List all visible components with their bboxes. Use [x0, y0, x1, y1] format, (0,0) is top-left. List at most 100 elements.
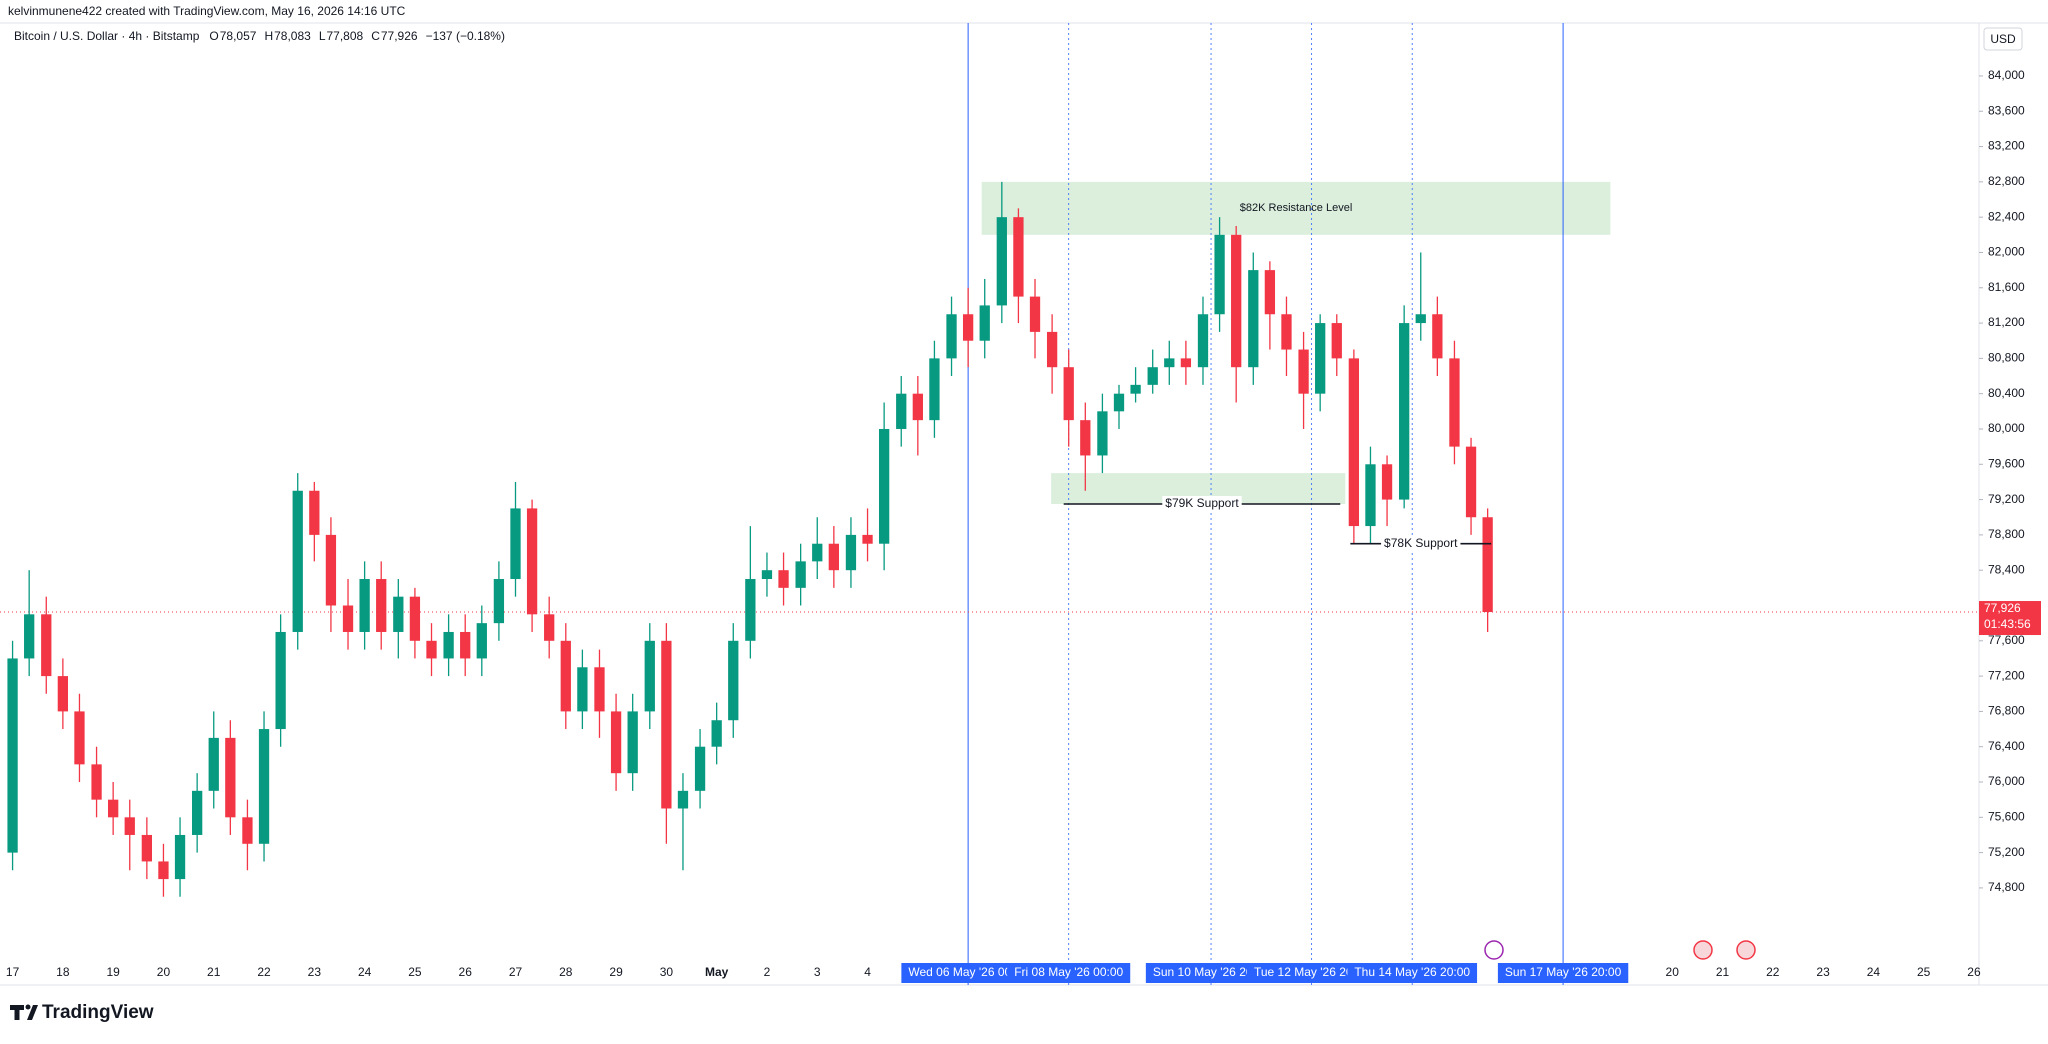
candle-body	[1113, 393, 1125, 412]
candle-body	[962, 314, 974, 341]
candle-body	[1331, 323, 1342, 359]
date-badge: Wed 06 May '26 00:00	[901, 963, 1035, 983]
candle-body	[24, 614, 35, 659]
candle-body	[896, 393, 907, 429]
y-tick-label: 80,400	[1988, 386, 2025, 400]
caption: kelvinmunene422 created with TradingView…	[8, 4, 406, 18]
logo-mark	[10, 1005, 38, 1020]
x-tick-label: 26	[459, 965, 473, 979]
x-tick-label: 19	[106, 965, 120, 979]
candle-body	[1348, 358, 1360, 527]
candle-body	[1046, 331, 1058, 368]
brand: TradingView	[42, 1002, 154, 1023]
last-price-badge	[1979, 601, 2041, 636]
candle-body	[1298, 349, 1309, 394]
date-badge-label: Fri 08 May '26 00:00	[1014, 965, 1123, 979]
y-tick-label: 79,600	[1988, 456, 2025, 470]
candle-body	[610, 711, 622, 774]
candle-body	[141, 834, 152, 862]
candle-body	[208, 737, 219, 791]
candle-body	[1231, 234, 1242, 368]
x-tick-label: 30	[660, 965, 674, 979]
countdown-label: 01:43:56	[1984, 617, 2031, 631]
date-badge-label: Wed 06 May '26 00:00	[908, 965, 1028, 979]
candle-body	[493, 579, 505, 624]
candle-body	[1449, 358, 1460, 447]
candle-body	[1415, 314, 1426, 324]
event-icon[interactable]	[1484, 940, 1504, 960]
ohlc-value: 78,083	[274, 29, 311, 43]
candle-body	[526, 508, 538, 615]
candle-body	[1029, 296, 1041, 332]
x-tick-label: 26	[1967, 965, 1981, 979]
date-badge: Tue 12 May '26 20:00	[1246, 963, 1377, 983]
candle-body	[108, 799, 119, 818]
candle-body	[778, 570, 789, 588]
currency-box[interactable]	[1983, 27, 2023, 51]
candle-body	[393, 596, 404, 632]
date-badge-bg	[1145, 963, 1277, 983]
x-tick-label: 27	[509, 965, 523, 979]
candle-body	[661, 640, 672, 809]
x-tick-label: 23	[1816, 965, 1830, 979]
candle-body	[644, 640, 655, 712]
y-tick-label: 82,000	[1988, 245, 2025, 259]
candle-body	[862, 534, 873, 544]
y-tick-label: 75,200	[1988, 845, 2025, 859]
y-tick-label: 76,400	[1988, 739, 2025, 753]
candle-body	[1365, 464, 1376, 527]
x-tick-label: 20	[157, 965, 171, 979]
ohlc-key: H	[264, 29, 273, 43]
candle-body	[409, 596, 421, 641]
candle-body	[1264, 270, 1276, 315]
candle-body	[91, 764, 102, 800]
x-tick-label: 21	[207, 965, 221, 979]
date-badge-label: Thu 14 May '26 20:00	[1354, 965, 1470, 979]
ohlc-key: O	[209, 29, 218, 43]
candle-body	[1097, 411, 1108, 456]
x-tick-label: 29	[609, 965, 623, 979]
candle-body	[677, 790, 689, 809]
y-tick-label: 81,200	[1988, 315, 2025, 329]
ohlc-value: 77,926	[381, 29, 418, 43]
candle-body	[1080, 420, 1091, 456]
candle-body	[359, 579, 370, 632]
candle-body	[1214, 234, 1225, 315]
date-badge-label: Sun 10 May '26 20:00	[1153, 965, 1270, 979]
y-tick-label: 80,000	[1988, 421, 2025, 435]
y-tick-label: 82,800	[1988, 174, 2025, 188]
candle-body	[544, 614, 555, 641]
symbol: Bitcoin / U.S. Dollar · 4h · Bitstamp	[14, 29, 200, 43]
date-badge: Sun 10 May '26 20:00	[1145, 963, 1277, 983]
support-label: $79K Support	[1165, 496, 1239, 510]
candle-body	[57, 676, 69, 712]
logo-dot	[25, 1004, 31, 1010]
y-tick-label: 79,200	[1988, 492, 2025, 506]
x-tick-label: 23	[308, 965, 322, 979]
date-badge: Sun 17 May '26 20:00	[1497, 963, 1629, 983]
candle-body	[242, 817, 253, 844]
x-tick-label: 22	[257, 965, 271, 979]
candle-body	[443, 631, 454, 659]
y-tick-label: 76,000	[1988, 774, 2025, 788]
date-badge: Fri 08 May '26 00:00	[1007, 963, 1131, 983]
candle-body	[74, 711, 85, 765]
currency: USD	[1990, 32, 2016, 46]
event-icon[interactable]	[1693, 940, 1713, 960]
candle-body	[761, 570, 773, 580]
y-tick-label: 77,600	[1988, 633, 2025, 647]
candle-body	[627, 711, 638, 774]
x-tick-label: 28	[559, 965, 573, 979]
event-icon[interactable]	[1736, 940, 1756, 960]
candle-body	[1130, 384, 1141, 394]
y-tick-label: 76,800	[1988, 704, 2025, 718]
ohlc-value: 77,808	[327, 29, 364, 43]
x-tick-label: 25	[408, 965, 422, 979]
candle-body	[174, 834, 186, 880]
y-tick-label: 75,600	[1988, 809, 2025, 823]
candle-body	[426, 640, 437, 659]
candle-body	[1399, 323, 1410, 500]
x-tick-label: 24	[1867, 965, 1881, 979]
x-tick-label: 3	[814, 965, 821, 979]
